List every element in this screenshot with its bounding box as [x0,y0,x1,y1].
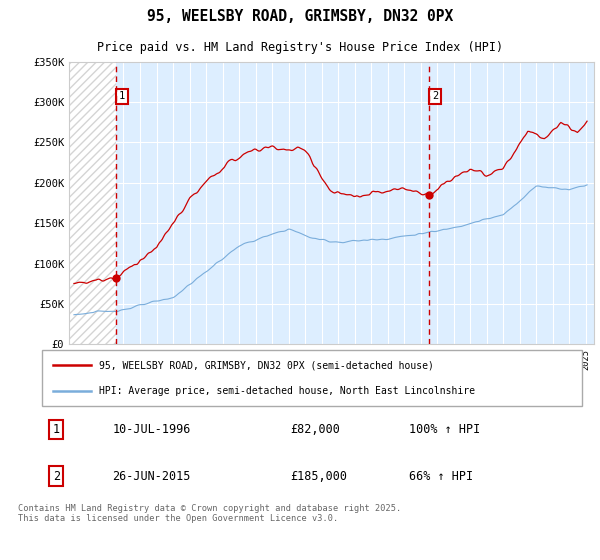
Text: £185,000: £185,000 [290,470,347,483]
Text: 95, WEELSBY ROAD, GRIMSBY, DN32 0PX: 95, WEELSBY ROAD, GRIMSBY, DN32 0PX [147,9,453,24]
Text: £82,000: £82,000 [290,423,340,436]
Text: Price paid vs. HM Land Registry's House Price Index (HPI): Price paid vs. HM Land Registry's House … [97,41,503,54]
Text: 26-JUN-2015: 26-JUN-2015 [112,470,191,483]
Text: 1: 1 [119,91,125,101]
Text: 2: 2 [53,470,60,483]
Text: 66% ↑ HPI: 66% ↑ HPI [409,470,473,483]
Text: HPI: Average price, semi-detached house, North East Lincolnshire: HPI: Average price, semi-detached house,… [98,386,475,396]
Bar [69,62,116,344]
Text: 1: 1 [53,423,60,436]
Text: 100% ↑ HPI: 100% ↑ HPI [409,423,481,436]
Text: 2: 2 [432,91,438,101]
FancyBboxPatch shape [42,350,582,406]
Text: Contains HM Land Registry data © Crown copyright and database right 2025.
This d: Contains HM Land Registry data © Crown c… [18,504,401,524]
Text: 95, WEELSBY ROAD, GRIMSBY, DN32 0PX (semi-detached house): 95, WEELSBY ROAD, GRIMSBY, DN32 0PX (sem… [98,360,434,370]
Text: 10-JUL-1996: 10-JUL-1996 [112,423,191,436]
Bar [69,62,116,344]
